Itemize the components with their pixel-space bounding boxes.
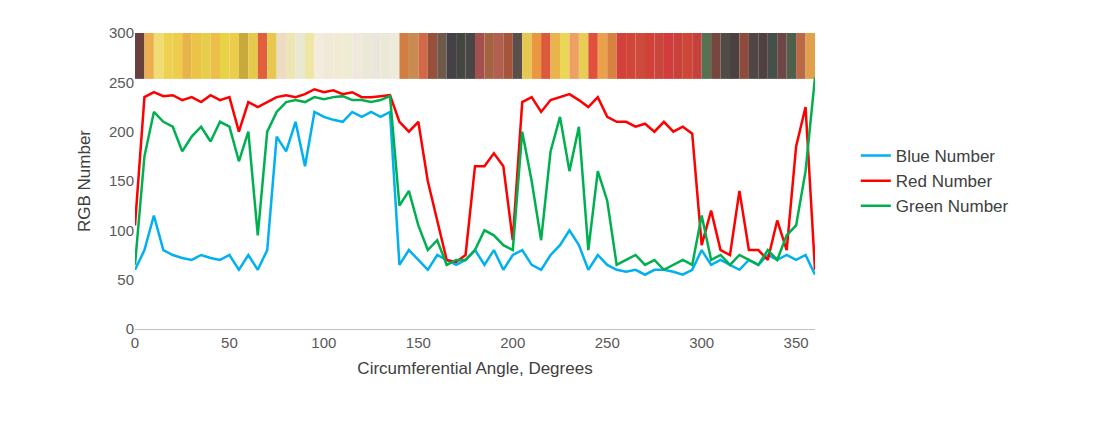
svg-text:300: 300 [689,334,714,351]
svg-text:350: 350 [784,334,809,351]
svg-text:Green Number: Green Number [896,197,1009,216]
svg-text:50: 50 [117,271,134,288]
svg-text:300: 300 [109,24,134,41]
svg-text:0: 0 [131,334,139,351]
svg-text:Circumferential Angle, Degrees: Circumferential Angle, Degrees [357,359,592,378]
svg-text:100: 100 [109,222,134,239]
svg-text:50: 50 [221,334,238,351]
svg-text:Red Number: Red Number [896,172,993,191]
svg-text:150: 150 [109,172,134,189]
svg-text:200: 200 [109,123,134,140]
svg-text:200: 200 [500,334,525,351]
svg-text:150: 150 [406,334,431,351]
svg-text:Blue Number: Blue Number [896,147,996,166]
svg-text:250: 250 [595,334,620,351]
svg-text:100: 100 [311,334,336,351]
svg-text:0: 0 [126,320,134,337]
svg-text:RGB Number: RGB Number [75,130,94,232]
svg-text:250: 250 [109,74,134,91]
